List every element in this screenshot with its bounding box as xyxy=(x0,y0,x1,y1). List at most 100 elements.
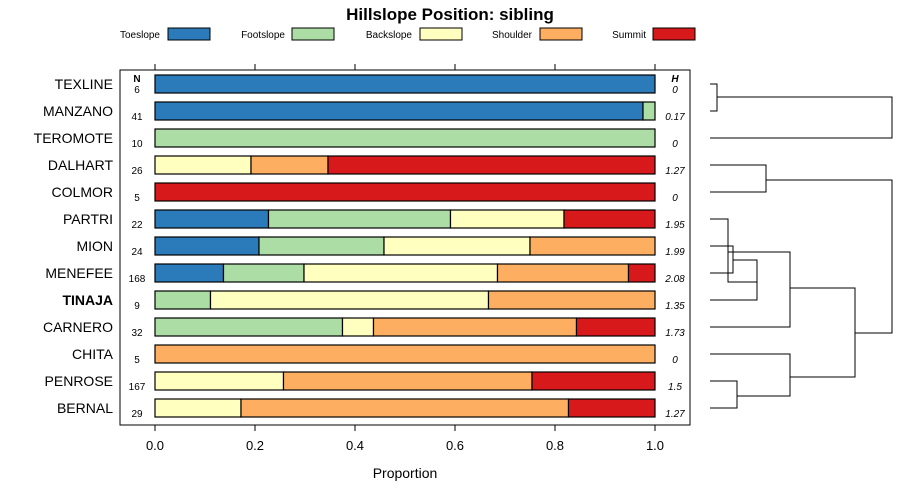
dendrogram-branch-7 xyxy=(710,353,791,397)
bar-segment-menefee-toeslope xyxy=(154,263,225,283)
n-value-dalhart: 26 xyxy=(131,166,143,177)
bar-segment-dalhart-backslope xyxy=(154,155,252,175)
dendrogram-branch-4 xyxy=(710,218,757,283)
bar-segment-menefee-summit xyxy=(627,263,656,283)
bar-segment-dalhart-summit xyxy=(327,155,656,175)
legend-swatch-shoulder xyxy=(539,27,583,41)
x-tick-label-1-0: 1.0 xyxy=(646,438,664,453)
dendrogram-branch-6 xyxy=(710,380,738,409)
bar-segment-penrose-backslope xyxy=(154,371,285,391)
dendrogram-branch-3 xyxy=(710,259,758,301)
bar-row-colmor xyxy=(154,182,656,202)
h-value-partri: 1.95 xyxy=(665,220,685,231)
legend-label-footslope: Footslope xyxy=(241,30,285,41)
bar-segment-penrose-shoulder xyxy=(282,371,533,391)
bar-row-texline xyxy=(154,74,656,94)
dendrogram-branch-0 xyxy=(710,83,718,112)
bar-segment-carnero-footslope xyxy=(154,317,344,337)
bar-segment-bernal-summit xyxy=(567,398,656,418)
n-value-teromote: 10 xyxy=(131,139,143,150)
bar-row-tinaja xyxy=(154,290,656,310)
legend: Toeslope Footslope Backslope Shoulder Summit xyxy=(120,27,696,41)
labels-group: N H TEXLINE 6 0 MANZANO 41 0.17 TEROMOTE 10 0 DALHA… xyxy=(34,74,686,420)
h-value-penrose: 1.5 xyxy=(668,382,682,393)
bar-segment-manzano-footslope xyxy=(642,101,656,121)
chart-title: Hillslope Position: sibling xyxy=(346,5,554,24)
legend-label-summit: Summit xyxy=(612,30,646,41)
row-label-teromote: TEROMOTE xyxy=(34,130,113,146)
h-value-menefee: 2.08 xyxy=(664,274,685,285)
row-label-menefee: MENEFEE xyxy=(45,265,113,281)
bar-segment-carnero-backslope xyxy=(341,317,375,337)
bar-segment-partri-toeslope xyxy=(154,209,270,229)
dendrogram-branch-2 xyxy=(710,245,734,274)
x-tick-label-0-8: 0.8 xyxy=(546,438,564,453)
x-axis-title: Proportion xyxy=(373,465,438,481)
h-value-texline: 0 xyxy=(672,85,678,96)
bar-segment-menefee-footslope xyxy=(222,263,305,283)
bar-row-penrose xyxy=(154,371,656,391)
bar-segment-carnero-shoulder xyxy=(372,317,578,337)
bar-segment-chita-shoulder xyxy=(154,344,656,364)
h-header: H xyxy=(671,74,679,85)
legend-label-backslope: Backslope xyxy=(366,30,413,41)
bar-segment-teromote-footslope xyxy=(154,128,656,148)
bar-segment-penrose-summit xyxy=(531,371,656,391)
h-value-tinaja: 1.35 xyxy=(665,301,685,312)
legend-label-shoulder: Shoulder xyxy=(492,30,533,41)
bar-row-chita xyxy=(154,344,656,364)
dendrogram-branch-9 xyxy=(766,179,893,334)
row-label-bernal: BERNAL xyxy=(57,400,113,416)
dendrogram-branch-10 xyxy=(710,96,893,139)
n-value-bernal: 29 xyxy=(131,409,143,420)
bar-row-manzano xyxy=(154,101,656,121)
dendrogram-branch-8 xyxy=(790,287,856,378)
bar-segment-tinaja-backslope xyxy=(209,290,490,310)
h-value-chita: 0 xyxy=(672,355,678,366)
row-label-chita: CHITA xyxy=(72,346,114,362)
row-label-penrose: PENROSE xyxy=(45,373,113,389)
n-value-chita: 5 xyxy=(134,355,140,366)
bar-segment-tinaja-shoulder xyxy=(487,290,656,310)
x-tick-label-0-6: 0.6 xyxy=(446,438,464,453)
n-value-colmor: 5 xyxy=(134,193,140,204)
h-value-mion: 1.99 xyxy=(665,247,685,258)
bar-segment-partri-summit xyxy=(563,209,656,229)
bar-segment-manzano-toeslope xyxy=(154,101,644,121)
bar-segment-mion-footslope xyxy=(258,236,385,256)
bar-segment-mion-backslope xyxy=(383,236,531,256)
row-label-partri: PARTRI xyxy=(63,211,113,227)
bar-row-carnero xyxy=(154,317,656,337)
bar-segment-partri-footslope xyxy=(267,209,452,229)
bar-row-dalhart xyxy=(154,155,656,175)
bar-segment-bernal-shoulder xyxy=(240,398,570,418)
n-value-texline: 6 xyxy=(134,85,140,96)
bar-segment-dalhart-shoulder xyxy=(250,155,329,175)
x-axis: 0.0 0.2 0.4 0.6 0.8 1.0 xyxy=(146,64,664,453)
n-value-penrose: 167 xyxy=(129,382,146,393)
legend-swatch-summit xyxy=(652,27,696,41)
h-value-bernal: 1.27 xyxy=(665,409,685,420)
bar-segment-partri-backslope xyxy=(449,209,565,229)
bar-segment-colmor-summit xyxy=(154,182,656,202)
legend-swatch-toeslope xyxy=(167,27,211,41)
bars-group xyxy=(154,74,656,418)
n-value-partri: 22 xyxy=(131,220,143,231)
h-value-manzano: 0.17 xyxy=(665,112,685,123)
h-value-carnero: 1.73 xyxy=(665,328,685,339)
legend-swatch-backslope xyxy=(419,27,463,41)
n-header: N xyxy=(133,74,140,85)
row-label-dalhart: DALHART xyxy=(48,157,114,173)
bar-segment-menefee-backslope xyxy=(303,263,499,283)
bar-segment-carnero-summit xyxy=(575,317,656,337)
legend-swatch-footslope xyxy=(291,27,335,41)
row-label-mion: MION xyxy=(76,238,113,254)
h-value-teromote: 0 xyxy=(672,139,678,150)
bar-row-bernal xyxy=(154,398,656,418)
row-label-texline: TEXLINE xyxy=(55,76,113,92)
bar-segment-bernal-backslope xyxy=(154,398,242,418)
legend-label-toeslope: Toeslope xyxy=(120,30,160,41)
bar-segment-mion-shoulder xyxy=(529,236,656,256)
x-tick-label-0-2: 0.2 xyxy=(246,438,264,453)
x-tick-label-0-0: 0.0 xyxy=(146,438,164,453)
